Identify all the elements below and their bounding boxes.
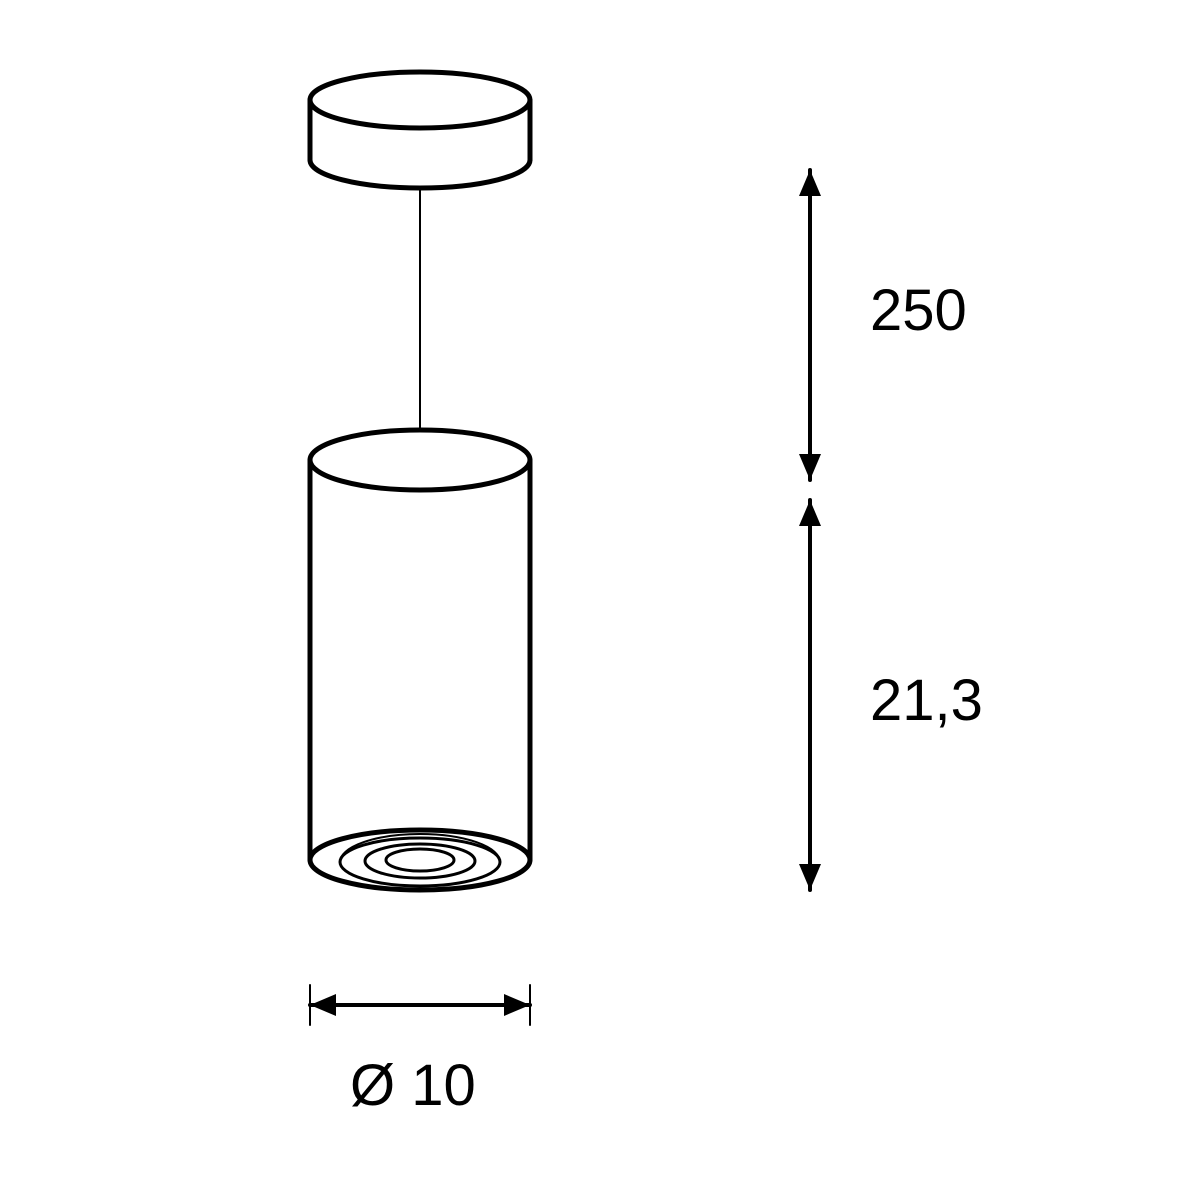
label-diameter: Ø 10 bbox=[350, 1053, 476, 1118]
dimension-diagram: 250 21,3 Ø 10 bbox=[0, 0, 1200, 1200]
label-body-height: 21,3 bbox=[870, 668, 983, 733]
label-cable-length: 250 bbox=[870, 278, 967, 343]
